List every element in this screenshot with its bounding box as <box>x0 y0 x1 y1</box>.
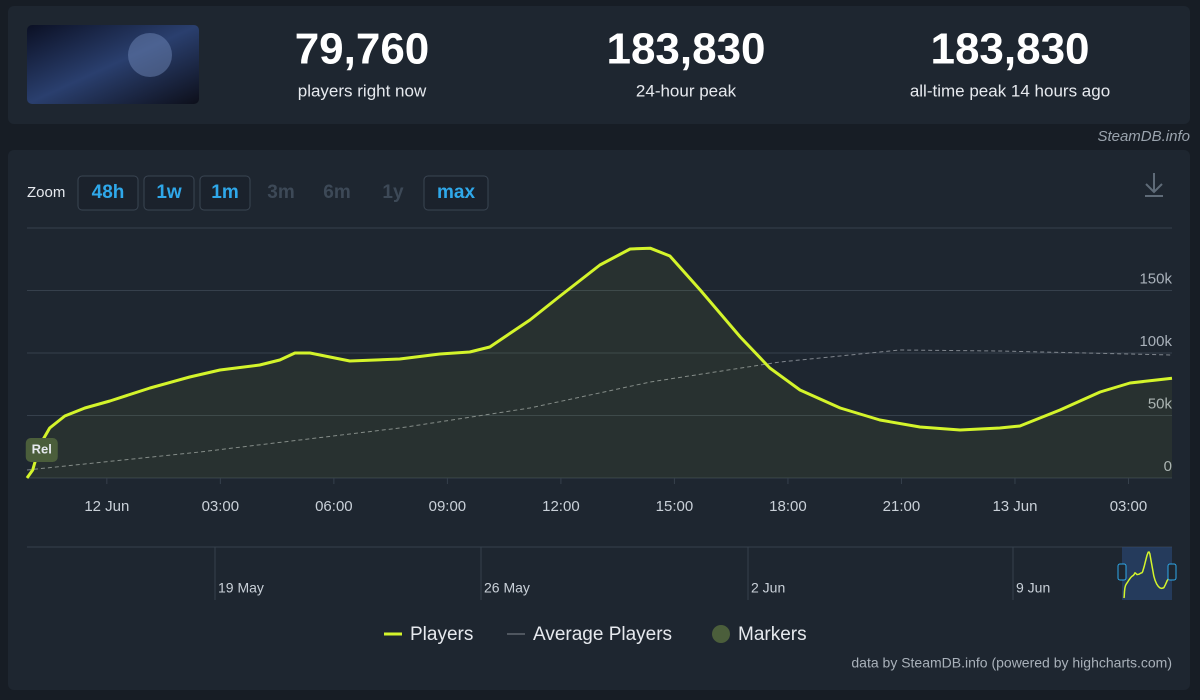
stat-value: 79,760 <box>295 25 430 74</box>
source-link[interactable]: SteamDB.info <box>1097 128 1190 145</box>
stats-panel <box>8 6 1190 124</box>
legend-label: Markers <box>738 624 807 645</box>
stat-value: 183,830 <box>930 25 1089 74</box>
marker-label: Rel <box>32 441 52 456</box>
x-tick-label: 03:00 <box>202 498 240 515</box>
stat-label: players right now <box>298 81 427 100</box>
y-tick-label: 0 <box>1164 458 1172 475</box>
legend-swatch <box>712 625 730 643</box>
zoom-button: 3m <box>267 182 294 203</box>
chart-panel <box>8 150 1190 690</box>
y-tick-label: 50k <box>1148 395 1173 412</box>
marker-badge <box>25 438 58 462</box>
stat-label: 24-hour peak <box>636 81 737 100</box>
legend-label: Players <box>410 624 473 645</box>
zoom-button: 1y <box>382 182 404 203</box>
x-tick-label: 15:00 <box>656 498 694 515</box>
game-thumbnail <box>27 25 199 104</box>
y-tick-label: 100k <box>1139 333 1172 350</box>
marker[interactable]: Rel <box>25 438 58 462</box>
zoom-button-text: max <box>437 182 475 203</box>
zoom-label: Zoom <box>27 184 65 201</box>
zoom-button-frame <box>423 175 489 211</box>
navigator-label: 2 Jun <box>751 580 785 596</box>
zoom-button-text: 1y <box>382 182 404 203</box>
y-tick-label: 150k <box>1139 270 1172 287</box>
x-tick-label: 03:00 <box>1110 498 1148 515</box>
x-tick-label: 12:00 <box>542 498 580 515</box>
legend: Players Average Players Markers <box>384 624 807 645</box>
navigator: 19 May 26 May 2 Jun 9 Jun <box>214 547 1177 600</box>
x-tick-label: 21:00 <box>883 498 921 515</box>
zoom-button-text: 1w <box>156 182 182 203</box>
stat-value: 183,830 <box>606 25 765 74</box>
series-line <box>25 246 1173 479</box>
legend-item[interactable]: Markers <box>712 624 807 645</box>
legend-item[interactable]: Average Players <box>507 624 672 645</box>
zoom-button-frame <box>199 175 251 211</box>
zoom-button[interactable]: 48h <box>77 175 139 211</box>
x-tick-label: 09:00 <box>429 498 467 515</box>
series-area <box>27 248 1172 478</box>
x-tick-label: 06:00 <box>315 498 353 515</box>
navigator-handle <box>1167 563 1177 581</box>
stat-label: all-time peak 14 hours ago <box>910 81 1110 100</box>
navigator-line <box>1123 551 1171 599</box>
navigator-label: 19 May <box>218 580 264 596</box>
zoom-button[interactable]: 1m <box>199 175 251 211</box>
zoom-button-frame <box>77 175 139 211</box>
x-tick-label: 12 Jun <box>84 498 129 515</box>
zoom-buttons: 48h 1w 1m 3m 6m 1y max <box>77 175 489 211</box>
legend-item[interactable]: Players <box>384 624 473 645</box>
zoom-button-frame <box>143 175 195 211</box>
navigator-label: 9 Jun <box>1016 580 1050 596</box>
zoom-button[interactable]: 1w <box>143 175 195 211</box>
plot: 0 50k 100k 150k 12 Jun 03:00 06:00 09:00 12:00 15… <box>25 246 1173 515</box>
thumbnail-art <box>128 33 172 77</box>
x-tick-label: 13 Jun <box>992 498 1037 515</box>
navigator-label: 26 May <box>484 580 530 596</box>
credits[interactable]: data by SteamDB.info (powered by highcha… <box>851 655 1172 671</box>
series-line <box>26 349 1173 471</box>
zoom-button[interactable]: max <box>423 175 489 211</box>
download-icon[interactable] <box>1145 173 1163 197</box>
zoom-button-text: 1m <box>211 182 238 203</box>
zoom-button-text: 6m <box>323 182 350 203</box>
download-glyph <box>1145 173 1163 197</box>
zoom-button: 6m <box>323 182 350 203</box>
navigator-handle <box>1117 563 1127 581</box>
zoom-button-text: 3m <box>267 182 294 203</box>
x-tick-label: 18:00 <box>769 498 807 515</box>
zoom-button-text: 48h <box>92 182 125 203</box>
legend-label: Average Players <box>533 624 672 645</box>
